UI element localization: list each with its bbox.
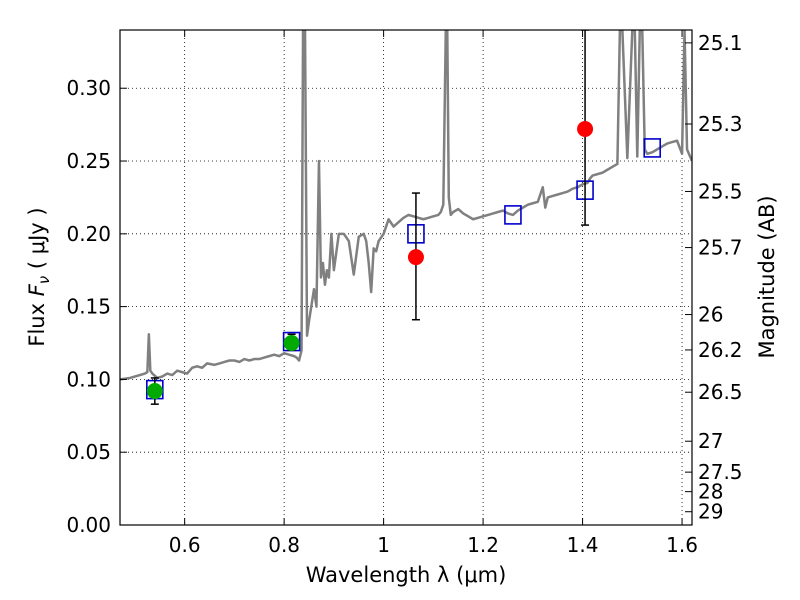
- x-tick-label: 1.2: [467, 533, 499, 557]
- y2-tick-label: 25.1: [698, 31, 743, 55]
- y-tick-label: 0.00: [66, 513, 111, 537]
- y-tick-label: 0.10: [66, 367, 111, 391]
- y2-tick-label: 28: [698, 480, 723, 504]
- y2-tick-label: 27: [698, 429, 723, 453]
- observed-point: [283, 335, 300, 352]
- y-tick-label: 0.25: [66, 149, 111, 173]
- x-tick-label: 1.4: [567, 533, 599, 557]
- grid: [120, 30, 692, 526]
- x-tick-label: 1.6: [666, 533, 698, 557]
- y2-tick-label: 25.5: [698, 179, 743, 203]
- y2-tick-label: 26.5: [698, 380, 743, 404]
- y2-tick-label: 27.5: [698, 460, 743, 484]
- plot-area: [120, 30, 692, 405]
- y2-tick-label: 25.3: [698, 112, 743, 136]
- y2-tick-label: 26.2: [698, 338, 743, 362]
- y-tick-label: 0.15: [66, 295, 111, 319]
- model-mag-square: [504, 205, 522, 225]
- observed-point: [577, 121, 594, 137]
- x-tick-label: 0.8: [268, 533, 300, 557]
- observed-point: [407, 249, 424, 266]
- x-axis-title: Wavelength λ (μm): [306, 563, 507, 587]
- y-axis-title: Flux Fν ( μJy ): [25, 207, 53, 346]
- model-mag-square: [643, 138, 662, 158]
- spectrum-line: [120, 30, 692, 381]
- observed-point: [146, 383, 163, 400]
- y-tick-label: 0.20: [66, 222, 111, 246]
- y-tick-label: 0.05: [66, 440, 111, 464]
- y2-axis-title: Magnitude (AB): [755, 195, 779, 358]
- plot-frame: [119, 29, 693, 526]
- y2-tick-label: 25.7: [698, 236, 743, 260]
- x-tick-label: 1: [377, 533, 390, 557]
- y2-tick-label: 29: [698, 500, 723, 524]
- axis-ticks: [120, 30, 692, 526]
- y-tick-label: 0.30: [66, 76, 111, 100]
- y2-tick-label: 26: [698, 303, 723, 327]
- x-tick-label: 0.6: [169, 533, 201, 557]
